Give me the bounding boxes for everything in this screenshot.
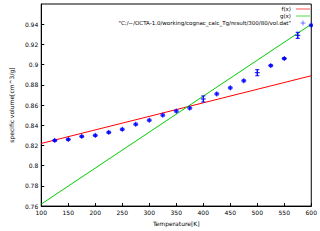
svg-text:0.76: 0.76 xyxy=(24,202,39,210)
svg-text:0.78: 0.78 xyxy=(25,182,39,189)
svg-text:0.8: 0.8 xyxy=(29,162,39,169)
svg-text:0.92: 0.92 xyxy=(25,41,39,48)
svg-text:200: 200 xyxy=(90,209,102,216)
svg-text:450: 450 xyxy=(225,209,237,216)
svg-text:0.9: 0.9 xyxy=(29,61,39,68)
svg-text:f(x): f(x) xyxy=(282,6,291,12)
svg-text:g(x): g(x) xyxy=(280,13,291,20)
svg-text:Temperature[K]: Temperature[K] xyxy=(152,220,200,228)
svg-text:0.86: 0.86 xyxy=(25,102,39,109)
svg-text:0.88: 0.88 xyxy=(25,81,39,88)
svg-text:100: 100 xyxy=(36,209,48,216)
svg-text:400: 400 xyxy=(198,209,210,216)
svg-text:300: 300 xyxy=(144,209,156,216)
svg-text:0.82: 0.82 xyxy=(25,142,39,149)
svg-text:150: 150 xyxy=(63,209,75,216)
svg-text:0.84: 0.84 xyxy=(25,122,39,129)
svg-text:specific volume[cm^3/g]: specific volume[cm^3/g] xyxy=(8,67,16,142)
svg-text:550: 550 xyxy=(279,209,291,216)
svg-text:600: 600 xyxy=(306,209,318,216)
svg-text:250: 250 xyxy=(117,209,129,216)
svg-text:"C:/~/OCTA-1.0/working/cognac_: "C:/~/OCTA-1.0/working/cognac_calc_Tg/re… xyxy=(118,20,291,27)
svg-text:350: 350 xyxy=(171,209,183,216)
svg-text:0.94: 0.94 xyxy=(25,21,39,28)
svg-text:500: 500 xyxy=(252,209,264,216)
